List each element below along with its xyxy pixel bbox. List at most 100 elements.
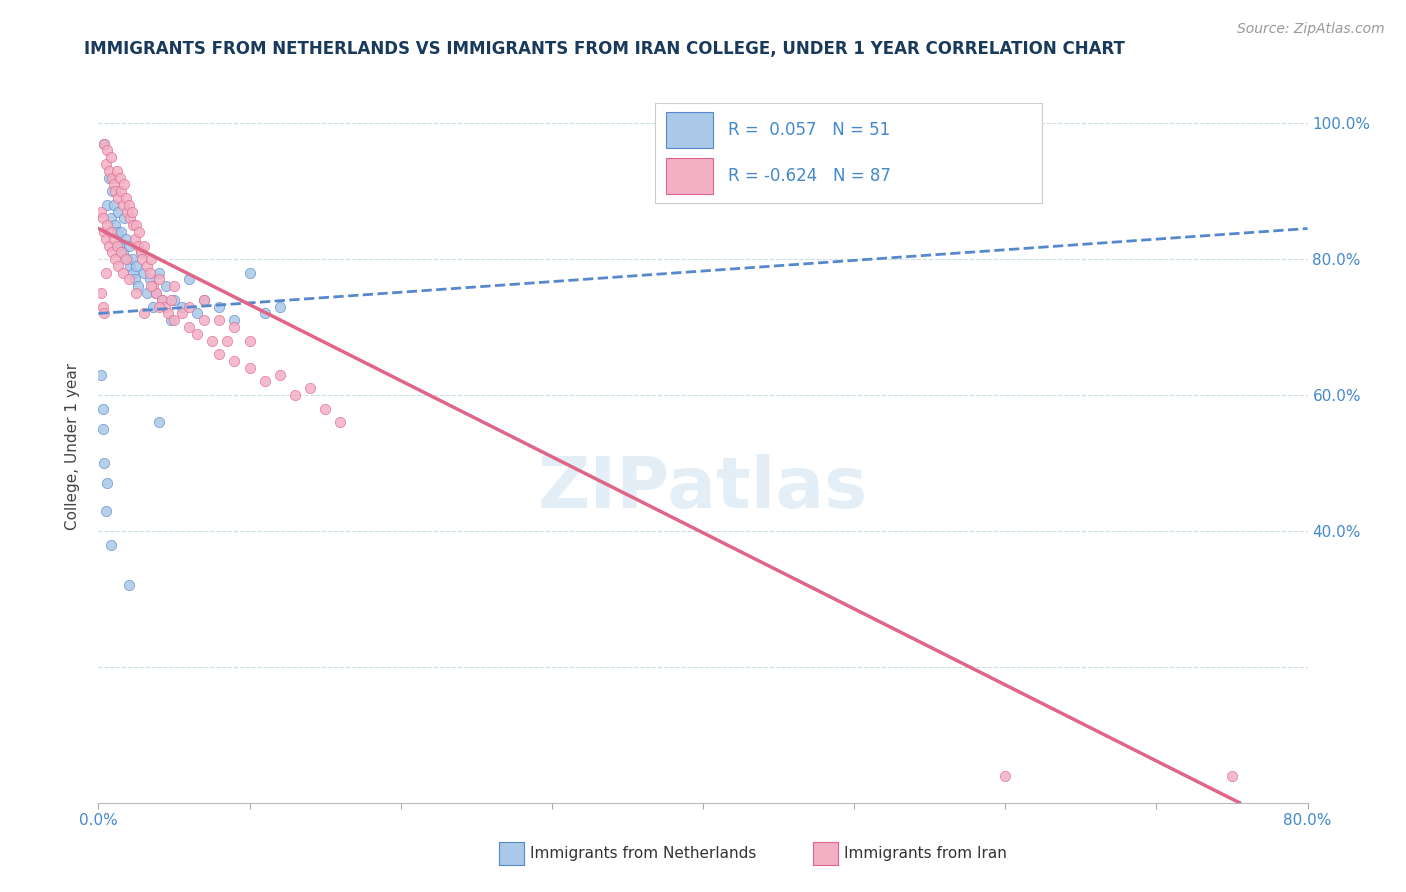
Point: [94, 266, 117, 280]
Point: [163, 279, 186, 293]
Point: [150, 293, 173, 307]
Point: [253, 306, 276, 320]
Point: [114, 191, 136, 205]
Point: [239, 360, 262, 375]
Point: [148, 266, 170, 280]
Point: [145, 286, 167, 301]
Point: [91, 211, 114, 226]
Point: [107, 259, 129, 273]
Point: [125, 259, 148, 273]
Point: [115, 204, 138, 219]
Point: [112, 211, 135, 226]
Point: [128, 225, 150, 239]
Point: [170, 306, 193, 320]
Point: [118, 272, 141, 286]
Point: [179, 272, 201, 286]
Point: [125, 218, 148, 232]
Point: [118, 238, 141, 252]
Point: [100, 150, 122, 164]
Point: [101, 184, 124, 198]
Point: [93, 456, 115, 470]
Point: [239, 266, 262, 280]
Point: [110, 245, 132, 260]
Point: [148, 415, 170, 429]
Point: [142, 300, 165, 314]
Point: [131, 252, 153, 266]
Point: [150, 293, 173, 307]
Text: Source: ZipAtlas.com: Source: ZipAtlas.com: [1237, 22, 1385, 37]
Point: [115, 252, 138, 266]
Point: [114, 232, 136, 246]
Point: [224, 313, 246, 327]
Point: [110, 184, 132, 198]
Point: [239, 334, 262, 348]
Point: [96, 144, 118, 158]
Point: [208, 347, 231, 361]
Point: [139, 272, 162, 286]
Point: [114, 252, 136, 266]
Point: [91, 300, 114, 314]
Point: [105, 225, 128, 239]
Point: [93, 225, 115, 239]
Point: [208, 313, 231, 327]
Point: [107, 191, 129, 205]
Point: [269, 300, 291, 314]
Point: [90, 286, 112, 301]
Point: [215, 334, 238, 348]
Point: [91, 401, 114, 416]
Point: [193, 313, 215, 327]
Point: [98, 170, 121, 185]
Point: [98, 238, 121, 252]
Point: [93, 136, 115, 151]
Point: [100, 225, 122, 239]
Point: [96, 476, 118, 491]
Point: [135, 286, 157, 301]
Text: Immigrants from Iran: Immigrants from Iran: [844, 847, 1007, 861]
Point: [253, 375, 276, 389]
Point: [104, 218, 127, 232]
Text: Immigrants from Netherlands: Immigrants from Netherlands: [530, 847, 756, 861]
Point: [132, 266, 155, 280]
Point: [101, 170, 124, 185]
Point: [160, 293, 183, 307]
Point: [118, 578, 141, 592]
Point: [90, 204, 112, 219]
Text: IMMIGRANTS FROM NETHERLANDS VS IMMIGRANTS FROM IRAN COLLEGE, UNDER 1 YEAR CORREL: IMMIGRANTS FROM NETHERLANDS VS IMMIGRANT…: [84, 40, 1125, 58]
Point: [125, 286, 148, 301]
Point: [93, 136, 115, 151]
Point: [98, 163, 121, 178]
Point: [124, 272, 146, 286]
Point: [224, 320, 246, 334]
Point: [96, 218, 118, 232]
Point: [105, 238, 128, 252]
Point: [94, 157, 117, 171]
Point: [329, 415, 352, 429]
Point: [121, 252, 143, 266]
Point: [170, 300, 193, 314]
Point: [208, 300, 231, 314]
Point: [153, 300, 176, 314]
Point: [163, 293, 186, 307]
Point: [186, 306, 208, 320]
Point: [193, 293, 215, 307]
Point: [155, 279, 177, 293]
Y-axis label: College, Under 1 year: College, Under 1 year: [65, 362, 80, 530]
Point: [1220, 769, 1243, 783]
Point: [179, 300, 201, 314]
Point: [105, 163, 128, 178]
Point: [111, 198, 134, 212]
Point: [121, 204, 143, 219]
Point: [163, 313, 186, 327]
Point: [124, 232, 146, 246]
Point: [93, 306, 115, 320]
Point: [100, 211, 122, 226]
Point: [122, 218, 145, 232]
Point: [139, 266, 162, 280]
Point: [160, 313, 183, 327]
Point: [127, 238, 149, 252]
Point: [110, 225, 132, 239]
Point: [96, 198, 118, 212]
Point: [299, 381, 322, 395]
Point: [141, 252, 163, 266]
Point: [103, 198, 125, 212]
